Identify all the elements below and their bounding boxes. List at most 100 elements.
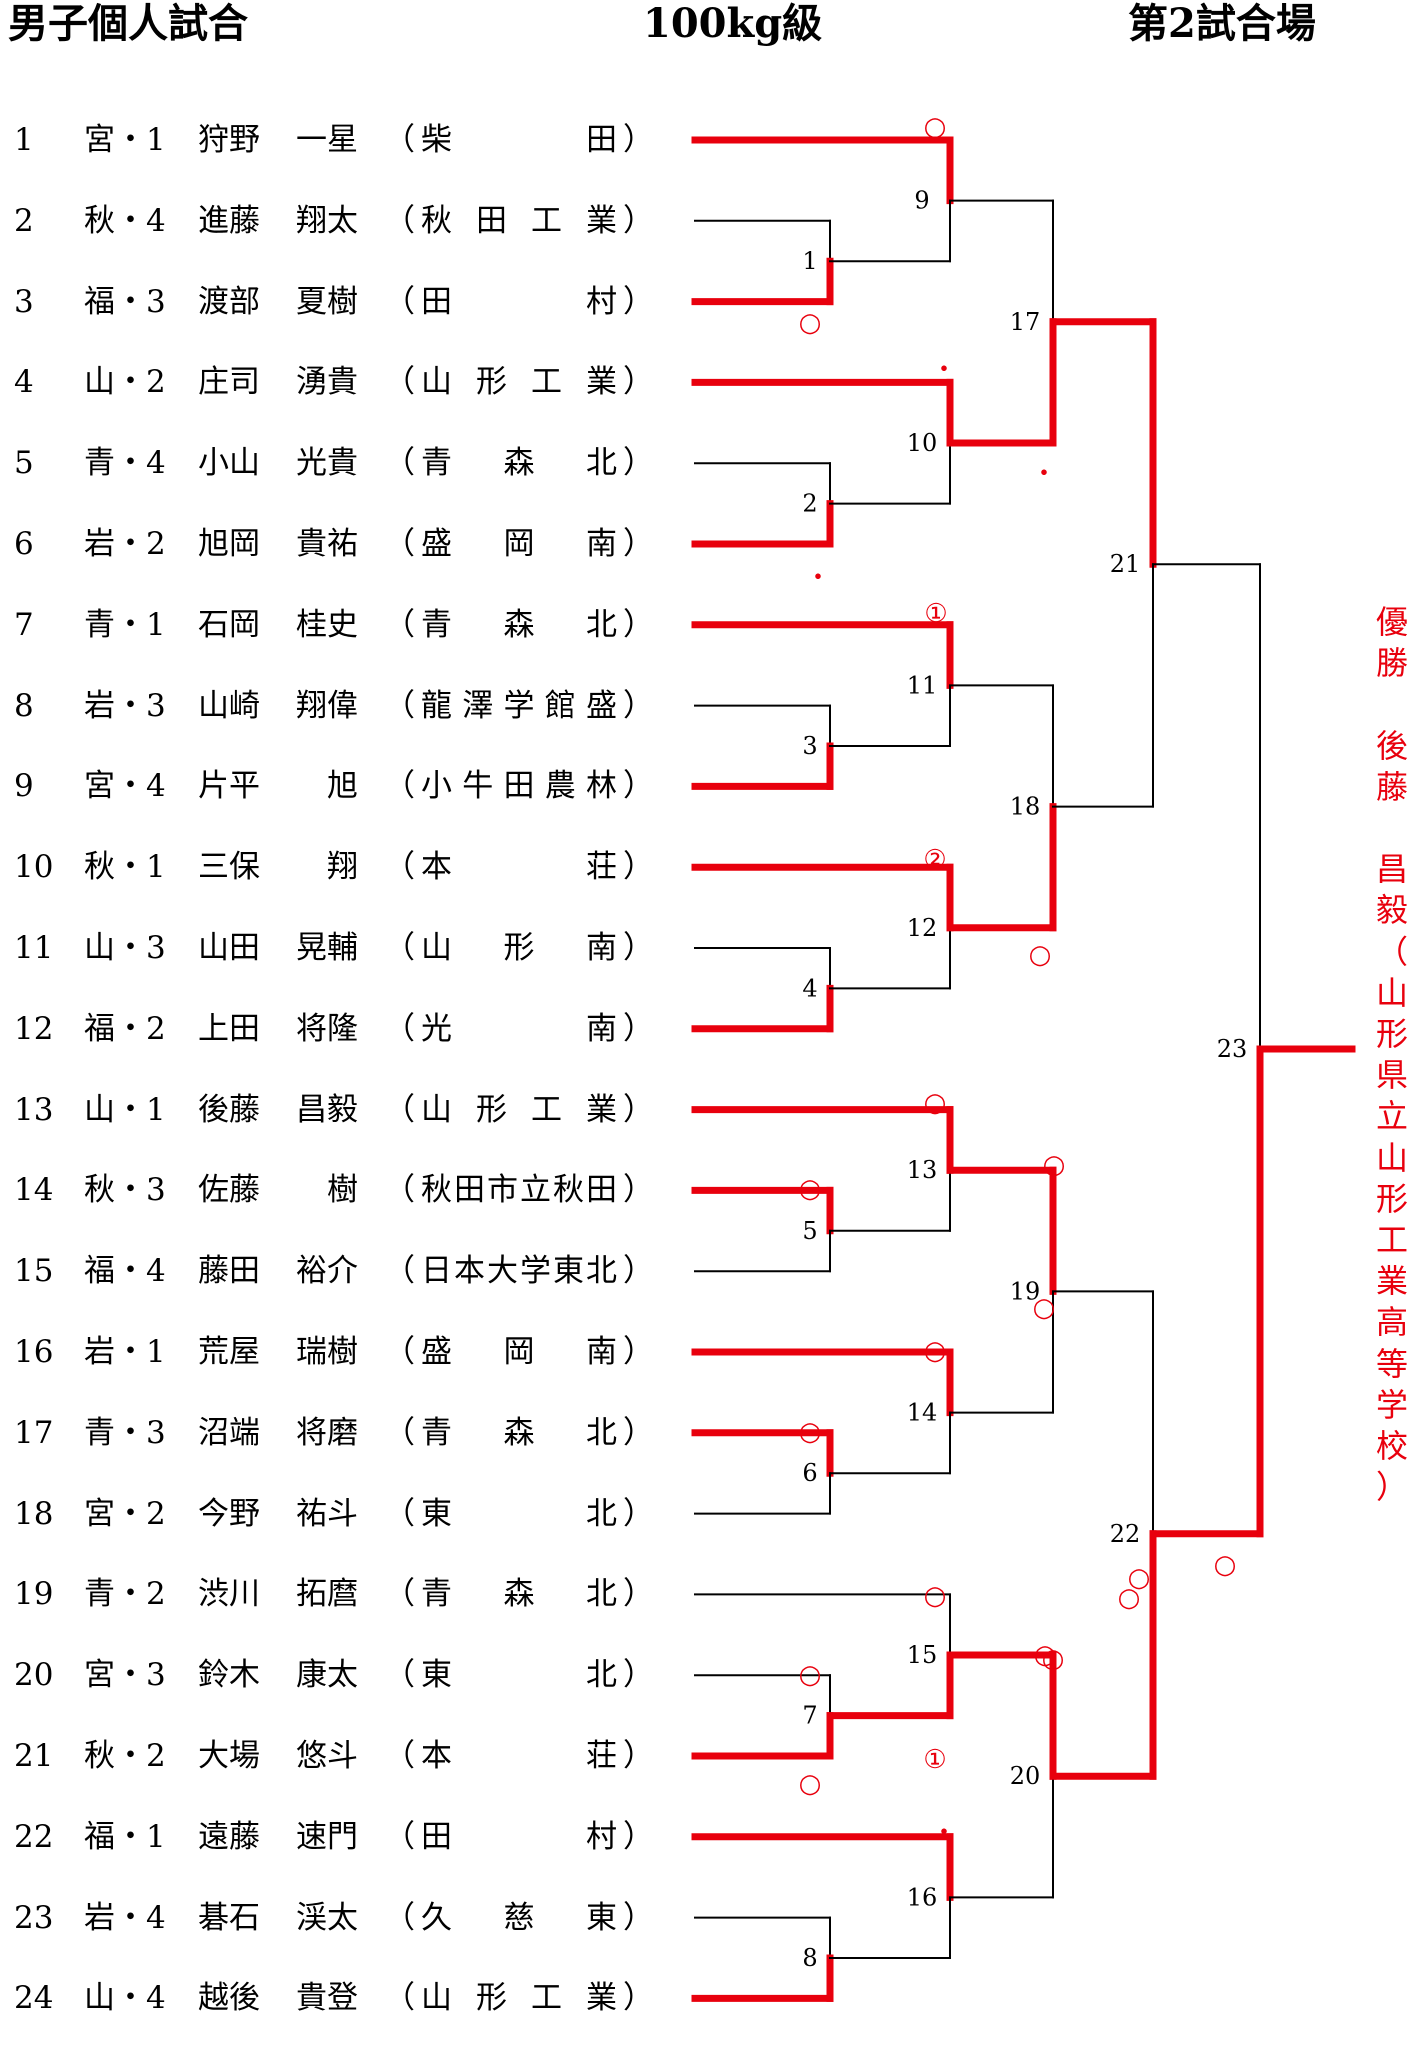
competitor-name: 渡部 夏樹 (198, 283, 358, 320)
competitor-seed: 秋・4 (84, 202, 166, 239)
match-number: 13 (907, 1156, 938, 1184)
competitor-number: 19 (14, 1576, 54, 1613)
competitor-number: 7 (14, 606, 34, 643)
competitor-number: 6 (14, 526, 34, 562)
competitor-name: 片平旭 (198, 768, 358, 805)
match-number: 22 (1110, 1520, 1141, 1548)
competitor-school: （東北） (384, 1495, 654, 1532)
match-number: 21 (1110, 550, 1141, 578)
competitor-school: （青森北） (384, 1414, 654, 1451)
competitor-name: 進藤 翔太 (198, 202, 358, 239)
competitor-name: 後藤 昌毅 (198, 1091, 358, 1128)
competitor-name: 山崎 翔偉 (198, 687, 358, 724)
competitor-school: （青森北） (384, 445, 654, 482)
competitor-seed: 岩・4 (84, 1899, 166, 1936)
match-number: 19 (1010, 1277, 1041, 1305)
competitor-school: （山形工業） (384, 1091, 654, 1128)
competitor-name: 沼端 将磨 (198, 1414, 358, 1451)
competitor-school: （山形工業） (384, 1980, 654, 2017)
result-mark: ○ (1029, 940, 1052, 970)
competitor-seed: 山・3 (84, 930, 166, 966)
match-number: 20 (1010, 1762, 1041, 1790)
match-number: 11 (907, 671, 938, 699)
competitor-name: 碁石 渓太 (198, 1899, 358, 1936)
result-mark: ○ (1214, 1550, 1237, 1580)
competitor-number: 21 (14, 1738, 54, 1774)
competitor-school: （龍澤学館盛） (384, 687, 654, 724)
competitor-name: 佐藤樹 (198, 1172, 358, 1209)
competitor-name: 藤田 裕介 (198, 1253, 358, 1290)
competitor-seed: 青・3 (84, 1414, 166, 1451)
competitor-seed: 福・3 (84, 283, 166, 320)
match-number: 9 (914, 187, 929, 215)
competitor-seed: 宮・3 (84, 1657, 166, 1694)
result-mark: ○ (799, 1174, 822, 1204)
competitor-school: （本荘） (384, 849, 654, 886)
competitor-name: 大場 悠斗 (198, 1738, 358, 1774)
result-mark: ① (924, 599, 947, 629)
competitor-name: 今野 祐斗 (198, 1495, 358, 1532)
result-mark: ○ (1118, 1583, 1141, 1613)
result-mark: ○ (799, 1417, 822, 1447)
competitor-school: （小牛田農林） (384, 768, 654, 805)
match-number: 2 (802, 490, 817, 518)
competitor-number: 20 (14, 1657, 54, 1694)
match-number: 6 (802, 1459, 817, 1487)
match-number: 4 (802, 974, 817, 1002)
competitor-name: 遠藤 速門 (198, 1818, 358, 1855)
competitor-seed: 秋・3 (84, 1172, 166, 1209)
competitor-number: 9 (14, 768, 34, 805)
competitor-seed: 山・2 (84, 364, 166, 401)
result-mark: ○ (1042, 1644, 1065, 1674)
competitor-name: 山田 晃輔 (198, 930, 358, 966)
match-number: 15 (907, 1641, 938, 1669)
result-mark: ○ (924, 112, 947, 142)
competitor-school: （山形工業） (384, 364, 654, 401)
competitor-school: （盛岡南） (384, 1334, 654, 1370)
competitor-name: 上田 将隆 (198, 1010, 358, 1047)
competitor-school: （田村） (384, 283, 654, 320)
competitor-school: （秋田工業） (384, 202, 654, 239)
match-number: 23 (1217, 1035, 1248, 1063)
result-mark: ○ (799, 308, 822, 338)
competitor-number: 18 (14, 1495, 54, 1532)
competitor-number: 17 (14, 1414, 54, 1451)
competitor-number: 14 (14, 1172, 54, 1209)
match-number: 17 (1010, 308, 1041, 336)
competitor-number: 2 (14, 202, 34, 239)
competitor-seed: 秋・1 (84, 849, 166, 886)
competitor-seed: 岩・1 (84, 1334, 166, 1370)
match-number: 3 (802, 732, 817, 760)
competitor-seed: 青・2 (84, 1576, 166, 1613)
result-mark: ・ (1031, 459, 1057, 489)
competitor-seed: 青・4 (84, 445, 166, 482)
competitor-name: 旭岡 貴祐 (198, 526, 358, 562)
competitor-number: 23 (14, 1899, 54, 1936)
competitor-name: 鈴木 康太 (198, 1657, 358, 1694)
competitor-number: 10 (14, 849, 54, 886)
competitor-seed: 宮・2 (84, 1495, 166, 1532)
competitor-school: （青森北） (384, 1576, 654, 1613)
competitor-school: （東北） (384, 1657, 654, 1694)
match-number: 18 (1010, 793, 1041, 821)
competitor-school: （青森北） (384, 606, 654, 643)
competitor-number: 5 (14, 445, 34, 482)
competitor-school: （山形南） (384, 930, 654, 966)
competitor-seed: 福・1 (84, 1818, 166, 1855)
competitor-name: 三保翔 (198, 849, 358, 886)
weight-class: 100kg級 (643, 0, 823, 47)
competitor-seed: 青・1 (84, 606, 166, 643)
competitor-seed: 宮・1 (84, 122, 166, 158)
competitor-number: 12 (14, 1010, 54, 1047)
result-mark: ○ (799, 1769, 822, 1799)
competitor-number: 24 (14, 1980, 54, 2017)
result-mark: ・ (805, 563, 831, 593)
match-number: 14 (907, 1399, 938, 1427)
competitor-number: 1 (14, 122, 34, 158)
competitor-seed: 山・1 (84, 1091, 166, 1128)
competitor-seed: 岩・2 (84, 526, 166, 562)
competitor-school: （光南） (384, 1010, 654, 1047)
venue-label: 第2試合場 (1128, 0, 1316, 47)
competitor-seed: 宮・4 (84, 768, 166, 805)
